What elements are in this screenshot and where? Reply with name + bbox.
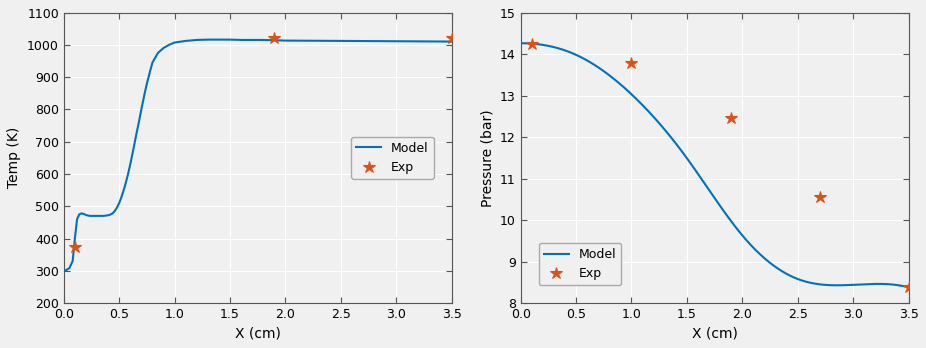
- Model: [133, 119, 144, 123]
- Model: [903, 285, 914, 290]
- Model: [58, 269, 69, 273]
- Model: [515, 41, 526, 45]
- Model: [105, 213, 116, 217]
- Model: [128, 146, 139, 150]
- Model: [202, 38, 213, 42]
- Model: [842, 283, 853, 287]
- Legend: Model, Exp: Model, Exp: [351, 137, 433, 179]
- Model: [136, 107, 147, 111]
- Exp: [626, 61, 637, 65]
- Model: [867, 282, 878, 286]
- Model: [753, 250, 764, 254]
- Line: Exp: Exp: [525, 37, 915, 294]
- Exp: [446, 36, 457, 40]
- Exp: [526, 41, 537, 46]
- Model: [746, 244, 757, 248]
- Model: [446, 39, 457, 44]
- Model: [517, 41, 528, 45]
- Exp: [69, 245, 81, 249]
- Model: [745, 243, 756, 247]
- Y-axis label: Pressure (bar): Pressure (bar): [481, 109, 494, 207]
- Line: Model: Model: [64, 40, 452, 271]
- X-axis label: X (cm): X (cm): [692, 326, 737, 340]
- Model: [147, 61, 158, 65]
- Exp: [814, 195, 825, 199]
- X-axis label: X (cm): X (cm): [235, 326, 281, 340]
- Line: Exp: Exp: [69, 32, 458, 253]
- Exp: [903, 285, 914, 290]
- Line: Model: Model: [520, 43, 908, 287]
- Model: [81, 213, 92, 217]
- Legend: Model, Exp: Model, Exp: [539, 243, 621, 285]
- Exp: [269, 36, 280, 40]
- Y-axis label: Temp (K): Temp (K): [7, 127, 21, 188]
- Exp: [726, 116, 737, 120]
